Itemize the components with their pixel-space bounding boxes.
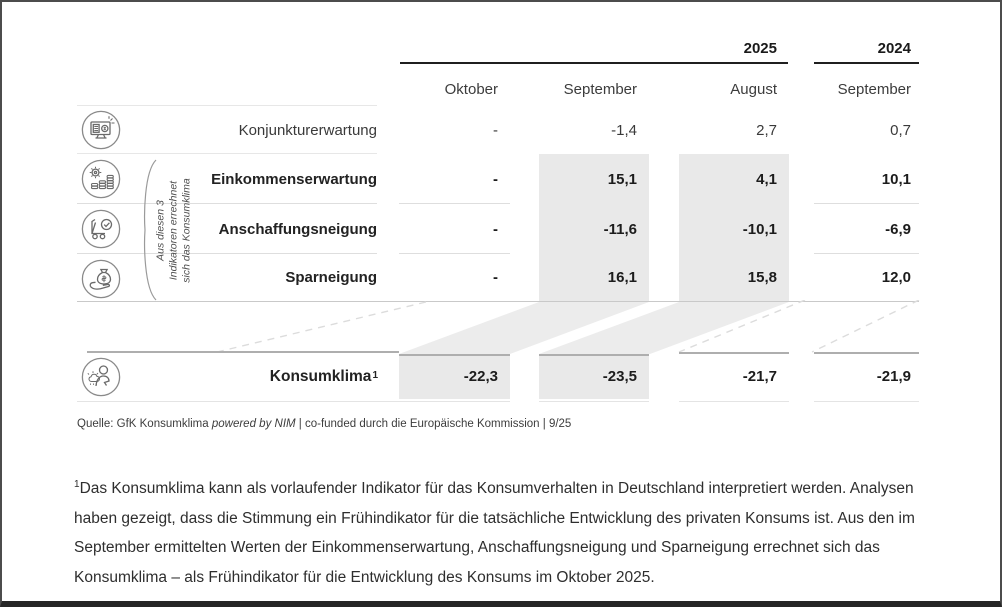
row-label-anschaffungsneigung: Anschaffungsneigung [218, 220, 377, 238]
konsumklima-top-rule [87, 351, 399, 353]
footnote-marker: 1 [74, 479, 80, 490]
flow-band-august-to-september [539, 302, 789, 354]
konsumklima-bottom-rule [539, 401, 649, 402]
cell-einkommen-oktober: - [493, 170, 498, 188]
cell-anschaffung-september: -11,6 [603, 220, 637, 238]
konsumklima-footnote-marker: 1 [372, 370, 378, 381]
flow-funnel-graphic [216, 300, 920, 354]
year-2025-rule [400, 62, 788, 64]
cart-check-icon [81, 209, 121, 249]
cell-einkommen-september: 15,1 [607, 170, 637, 188]
column-header-september-2025: September [563, 80, 637, 98]
konsumklima-bottom-rule [814, 401, 919, 402]
divider [77, 153, 377, 154]
year-2024-rule [814, 62, 919, 64]
column-header-september-2024: September [837, 80, 911, 98]
row-label-einkommenserwartung: Einkommenserwartung [211, 170, 377, 188]
source-text-2: | co-funded durch die Europäische Kommis… [295, 418, 572, 430]
divider [814, 203, 919, 204]
cell-sparneigung-oktober: - [493, 269, 498, 286]
cell-konjunktur-september-2024: 0,7 [890, 121, 911, 139]
konsumklima-highlight-september [539, 356, 649, 399]
highlight-column-september [539, 154, 649, 302]
divider [77, 203, 377, 204]
source-powered-by: powered by NIM [211, 418, 296, 430]
divider [77, 105, 377, 106]
cell-konjunktur-oktober: - [493, 121, 498, 139]
divider [77, 253, 377, 254]
konsumklima-top-rule [399, 354, 510, 356]
konsumklima-label-text: Konsumklima [269, 367, 372, 385]
year-group-2025: 2025 [743, 40, 777, 57]
konsumklima-top-rule [539, 354, 649, 356]
highlight-column-august [679, 154, 789, 302]
source-text-1: Quelle: GfK Konsumklima [77, 418, 212, 430]
footnote-text: Das Konsumklima kann als vorlaufender In… [74, 480, 915, 586]
konsumklima-bottom-rule [679, 401, 789, 402]
flow-band-september-to-oktober [399, 302, 649, 354]
business-news-monitor-icon [81, 110, 121, 150]
footnote-paragraph: 1Das Konsumklima kann als vorlaufender I… [74, 470, 946, 592]
flow-dashed-line [216, 301, 427, 353]
table-bottom-rule [77, 301, 919, 302]
gear-coins-icon [81, 159, 121, 199]
cell-anschaffung-oktober: - [493, 220, 498, 238]
cell-konsumklima-september: -23,5 [602, 368, 637, 385]
cell-anschaffung-september-2024: -6,9 [885, 220, 911, 238]
money-bag-hand-icon [81, 259, 121, 299]
konsumklima-top-rule [679, 352, 789, 354]
flow-dashed-line [678, 300, 806, 353]
cell-konsumklima-september-2024: -21,9 [876, 368, 911, 385]
year-group-2024: 2024 [877, 40, 911, 57]
row-label-konsumklima: Konsumklima 1 [152, 354, 378, 399]
cell-einkommen-august: 4,1 [756, 170, 777, 188]
person-weather-icon [81, 357, 121, 397]
konsumklima-highlight-oktober [399, 356, 510, 399]
source-line: Quelle: GfK Konsumklima powered by NIM |… [77, 418, 571, 430]
cell-anschaffung-august: -10,1 [742, 220, 777, 238]
konsumklima-top-rule [814, 352, 919, 354]
konsumklima-bottom-rule [77, 401, 399, 402]
row-label-sparneigung: Sparneigung [285, 269, 377, 286]
cell-sparneigung-september: 16,1 [607, 269, 637, 286]
cell-sparneigung-september-2024: 12,0 [881, 269, 911, 286]
row-label-konjunkturerwartung: Konjunkturerwartung [238, 121, 377, 139]
divider [399, 253, 510, 254]
column-header-august: August [730, 80, 777, 98]
cell-sparneigung-august: 15,8 [747, 269, 777, 286]
flow-dashed-line [811, 300, 920, 353]
konsumklima-bottom-rule [399, 401, 510, 402]
cell-einkommen-september-2024: 10,1 [881, 170, 911, 188]
cell-konsumklima-august: -21,7 [742, 368, 777, 385]
divider [399, 203, 510, 204]
cell-konjunktur-august: 2,7 [756, 121, 777, 139]
grouping-brace [144, 159, 157, 301]
cell-konjunktur-september: -1,4 [611, 121, 637, 139]
cell-konsumklima-oktober: -22,3 [463, 368, 498, 385]
divider [814, 253, 919, 254]
column-header-oktober: Oktober [444, 80, 498, 98]
